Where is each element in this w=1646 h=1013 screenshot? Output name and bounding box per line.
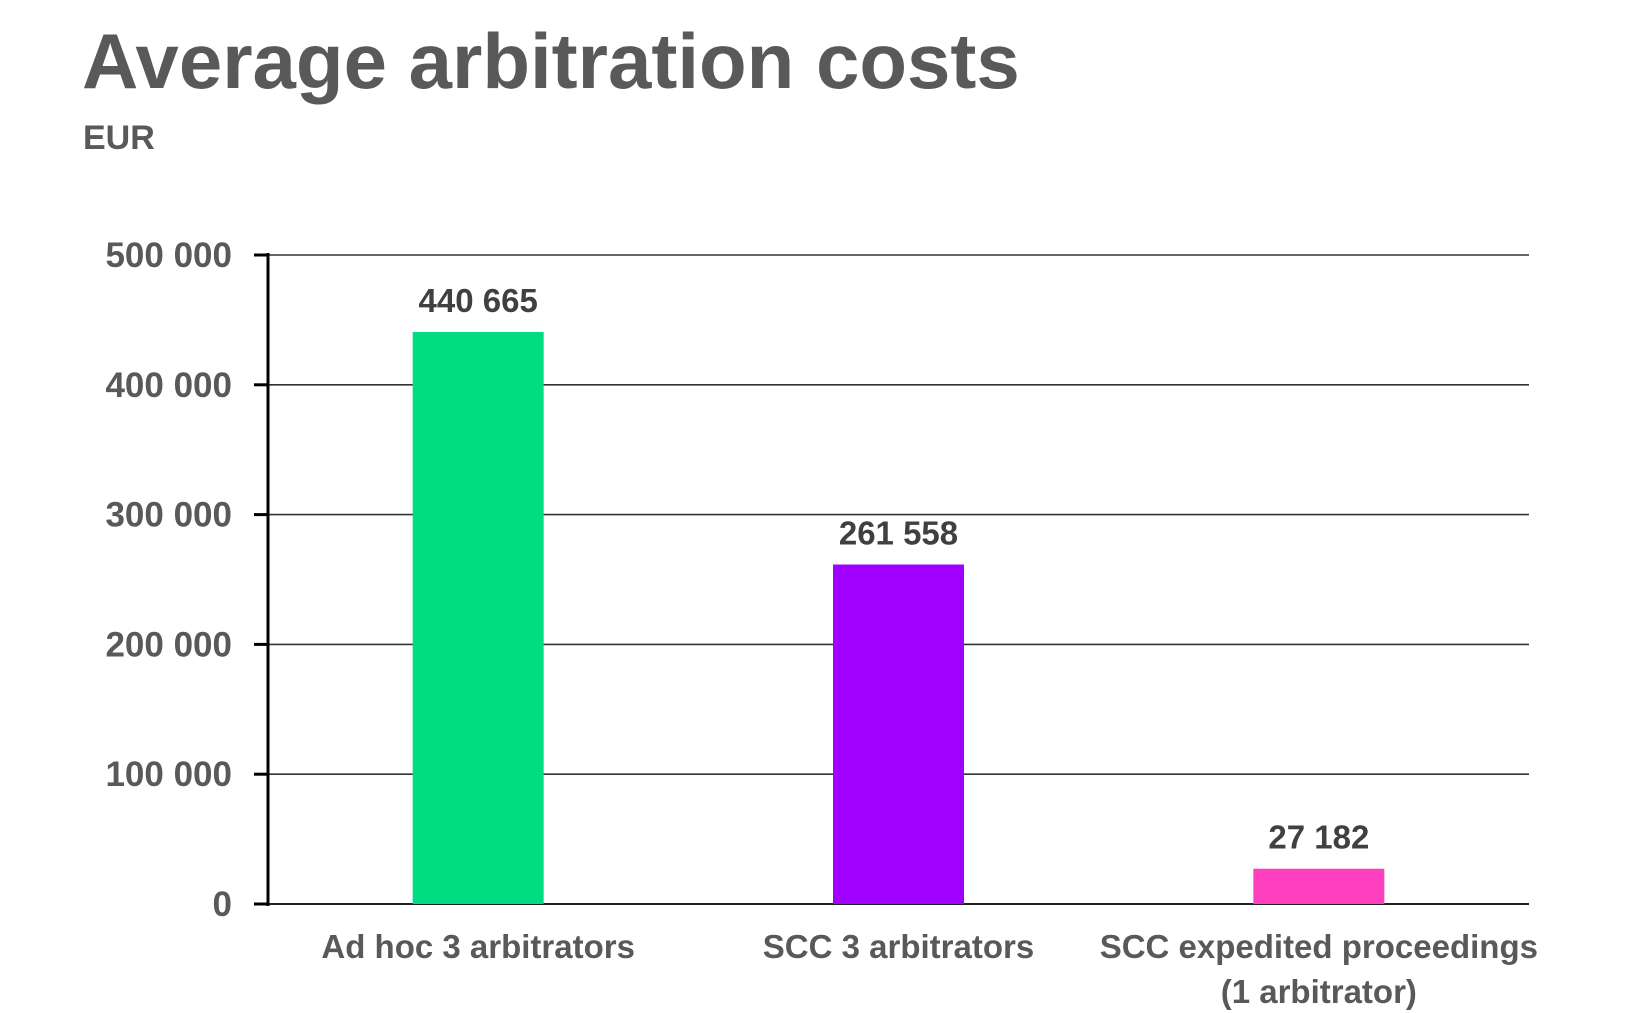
chart-title: Average arbitration costs (82, 17, 1020, 105)
x-tick-label: (1 arbitrator) (1221, 973, 1417, 1010)
x-tick-label: Ad hoc 3 arbitrators (321, 928, 635, 965)
data-label: 27 182 (1268, 819, 1369, 856)
bar (833, 564, 964, 904)
y-tick-label: 100 000 (105, 755, 232, 794)
x-tick-label: SCC 3 arbitrators (763, 928, 1034, 965)
chart-subtitle: EUR (83, 119, 155, 157)
data-label: 261 558 (839, 514, 958, 551)
data-label: 440 665 (419, 282, 538, 319)
bar (1253, 868, 1385, 904)
y-tick-label: 500 000 (105, 236, 232, 275)
y-tick-label: 300 000 (105, 496, 232, 535)
y-tick-label: 400 000 (105, 366, 232, 405)
x-tick-label: SCC expedited proceedings (1100, 928, 1538, 965)
y-tick-label: 0 (213, 885, 232, 924)
y-tick-label: 200 000 (105, 625, 232, 664)
bar (412, 332, 544, 904)
